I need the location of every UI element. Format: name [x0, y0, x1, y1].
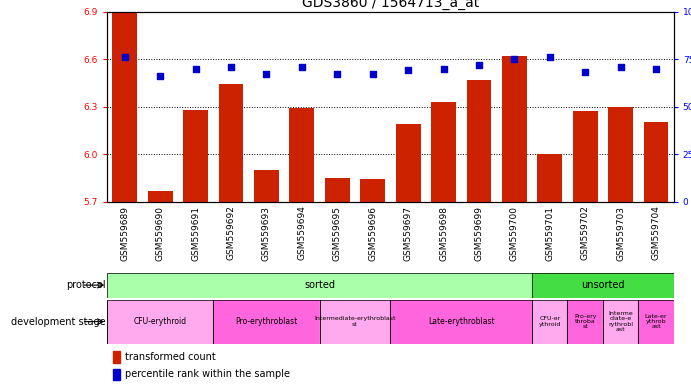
- Bar: [431, 102, 456, 202]
- Text: GSM559689: GSM559689: [120, 205, 129, 260]
- Bar: [396, 124, 421, 202]
- Text: GSM559700: GSM559700: [510, 205, 519, 260]
- Text: GSM559697: GSM559697: [404, 205, 413, 260]
- Text: GSM559695: GSM559695: [333, 205, 342, 260]
- Text: protocol: protocol: [66, 280, 106, 290]
- Bar: [113, 369, 120, 380]
- Bar: [638, 300, 674, 344]
- Point: [155, 73, 166, 79]
- Text: percentile rank within the sample: percentile rank within the sample: [125, 369, 290, 379]
- Bar: [532, 273, 674, 298]
- Bar: [214, 300, 319, 344]
- Text: GSM559693: GSM559693: [262, 205, 271, 260]
- Text: Late-er
ythrob
ast: Late-er ythrob ast: [645, 314, 668, 329]
- Bar: [502, 56, 527, 202]
- Point: [367, 71, 378, 77]
- Point: [650, 66, 661, 72]
- Bar: [113, 12, 138, 202]
- Text: development stage: development stage: [11, 316, 106, 327]
- Text: GSM559704: GSM559704: [652, 205, 661, 260]
- Bar: [603, 300, 638, 344]
- Bar: [107, 273, 532, 298]
- Text: unsorted: unsorted: [581, 280, 625, 290]
- Bar: [107, 300, 214, 344]
- Bar: [643, 122, 668, 202]
- Text: GSM559699: GSM559699: [475, 205, 484, 260]
- Bar: [254, 170, 279, 202]
- Text: sorted: sorted: [304, 280, 335, 290]
- Text: transformed count: transformed count: [125, 352, 216, 362]
- Point: [190, 66, 201, 72]
- Point: [296, 64, 307, 70]
- Text: GSM559696: GSM559696: [368, 205, 377, 260]
- Point: [403, 67, 414, 73]
- Text: CFU-erythroid: CFU-erythroid: [133, 317, 187, 326]
- Text: GSM559701: GSM559701: [545, 205, 554, 260]
- Point: [438, 66, 449, 72]
- Point: [580, 69, 591, 75]
- Bar: [218, 84, 243, 202]
- Point: [545, 54, 556, 60]
- Bar: [567, 300, 603, 344]
- Bar: [538, 154, 562, 202]
- Text: Pro-erythroblast: Pro-erythroblast: [236, 317, 298, 326]
- Bar: [290, 108, 314, 202]
- Bar: [148, 190, 173, 202]
- Text: Pro-ery
throba
st: Pro-ery throba st: [574, 314, 596, 329]
- Bar: [113, 351, 120, 363]
- Title: GDS3860 / 1564713_a_at: GDS3860 / 1564713_a_at: [302, 0, 479, 10]
- Bar: [573, 111, 598, 202]
- Text: GSM559692: GSM559692: [227, 205, 236, 260]
- Text: GSM559694: GSM559694: [297, 205, 306, 260]
- Text: GSM559703: GSM559703: [616, 205, 625, 260]
- Bar: [532, 300, 567, 344]
- Text: GSM559698: GSM559698: [439, 205, 448, 260]
- Text: Late-erythroblast: Late-erythroblast: [428, 317, 495, 326]
- Bar: [325, 178, 350, 202]
- Point: [509, 56, 520, 62]
- Text: Interme
diate-e
rythrobl
ast: Interme diate-e rythrobl ast: [608, 311, 633, 332]
- Text: Intermediate-erythroblast
st: Intermediate-erythroblast st: [314, 316, 396, 327]
- Point: [473, 62, 484, 68]
- Point: [120, 54, 131, 60]
- Text: GSM559702: GSM559702: [580, 205, 589, 260]
- Bar: [466, 79, 491, 202]
- Bar: [608, 107, 633, 202]
- Text: GSM559690: GSM559690: [155, 205, 164, 260]
- Point: [261, 71, 272, 77]
- Bar: [390, 300, 532, 344]
- Text: CFU-er
ythroid: CFU-er ythroid: [538, 316, 561, 327]
- Point: [332, 71, 343, 77]
- Bar: [183, 110, 208, 202]
- Point: [225, 64, 236, 70]
- Text: GSM559691: GSM559691: [191, 205, 200, 260]
- Bar: [319, 300, 390, 344]
- Point: [615, 64, 626, 70]
- Bar: [360, 179, 385, 202]
